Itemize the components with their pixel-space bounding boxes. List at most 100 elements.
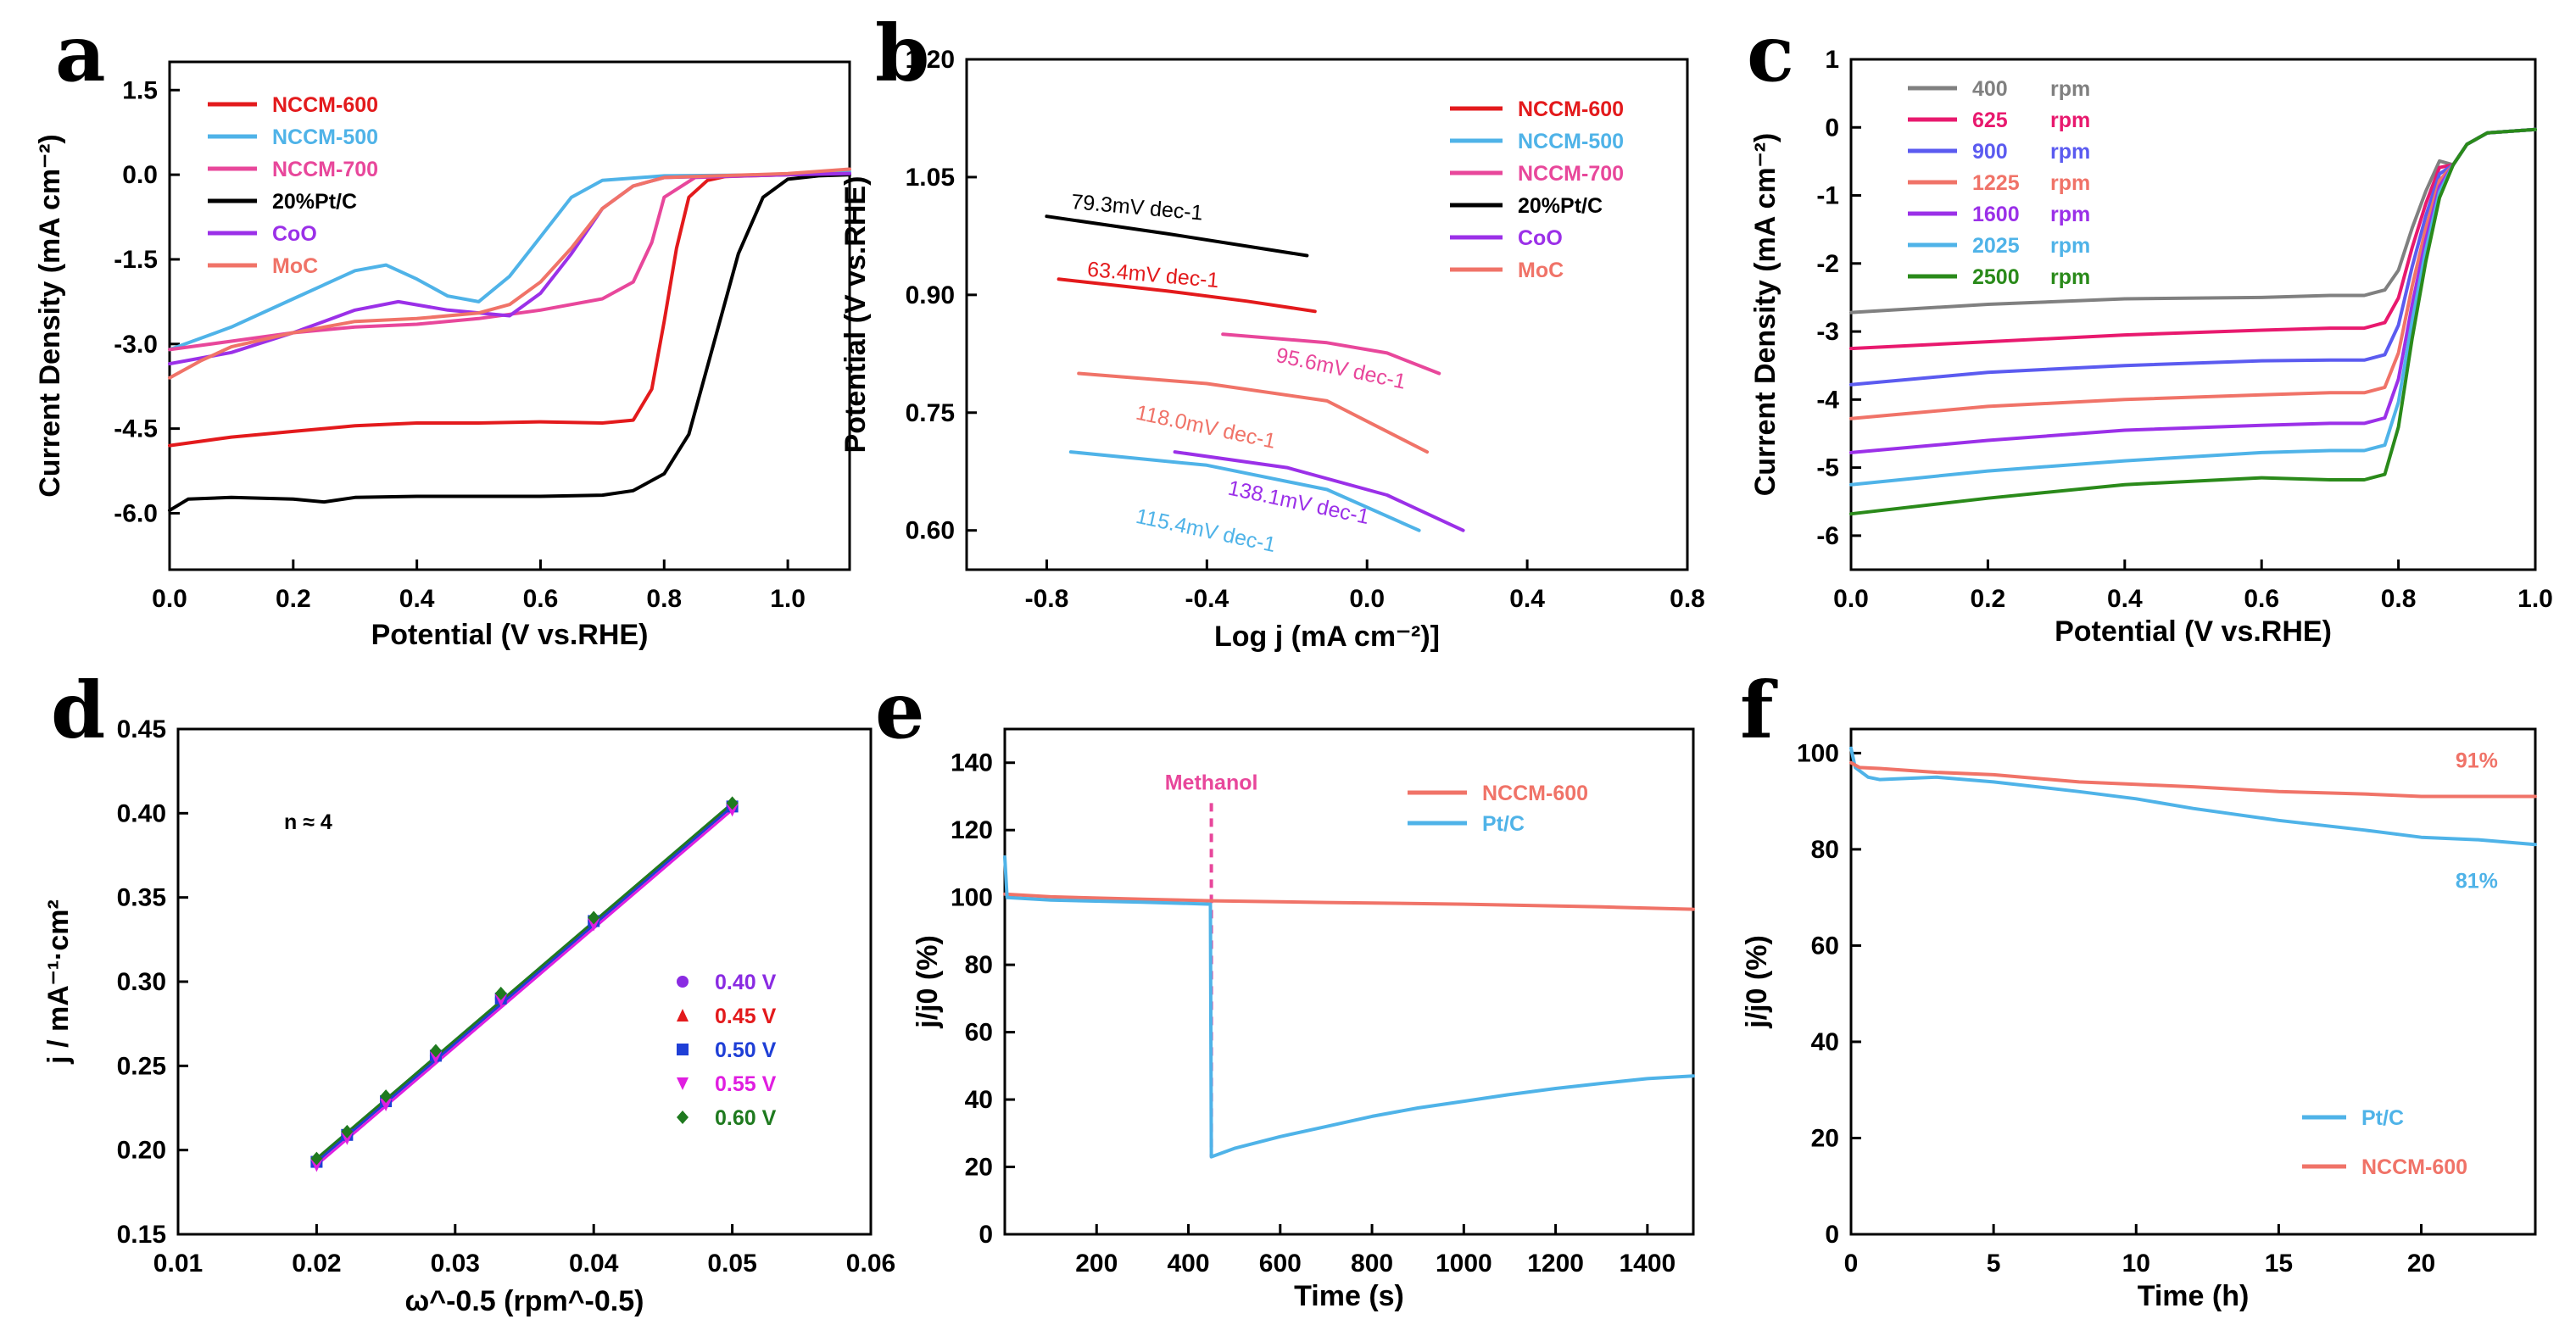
data-point (588, 918, 600, 932)
x-tick-label: 1400 (1619, 1250, 1676, 1278)
series-line (1849, 746, 2537, 847)
legend-label: 0.55 V (715, 1072, 777, 1096)
y-tick-label: 40 (965, 1086, 993, 1114)
y-axis-label: Current Density (mA cm⁻²) (34, 134, 66, 498)
data-point (429, 1044, 442, 1058)
series-line (1077, 371, 1430, 454)
y-axis-label: Potential (V vs.RHE) (839, 176, 872, 454)
panel-letter: f (1740, 665, 1778, 756)
y-tick-label: 100 (951, 884, 993, 912)
legend-label: MoC (1518, 259, 1564, 282)
x-tick-label: 0.8 (2381, 585, 2417, 613)
panel-c: c 0.0 0.2 0.4 0.6 0.8 1.0 1 0 -1 -2 -3 -4 -5 -6 Potenti… (1747, 8, 2553, 648)
x-tick-label: 0.01 (153, 1250, 203, 1278)
x-tick-label: 0.4 (399, 585, 435, 613)
y-tick-label: 0.90 (906, 281, 955, 309)
y-tick-label: 140 (951, 749, 993, 777)
x-tick-label: -0.8 (1025, 585, 1069, 613)
series-line (1849, 760, 2537, 799)
data-point (677, 976, 689, 988)
y-tick-label: 80 (965, 951, 993, 979)
legend-unit: rpm (2050, 109, 2090, 132)
panel-b: b -0.8 -0.4 0.0 0.4 0.8 1.20 1.05 0.90 0.75 0.60 Lo… (839, 8, 1705, 653)
series-line (168, 170, 851, 352)
data-point (726, 796, 739, 810)
panel-e: e 200 400 600 800 1000 1200 1400 0 20 40 60 80 100 120… (875, 665, 1695, 1312)
x-axis-label: Time (h) (2138, 1280, 2250, 1312)
x-tick-label: 400 (1168, 1250, 1210, 1278)
data-point (677, 1077, 689, 1090)
x-tick-label: 0.2 (276, 585, 311, 613)
legend-label: MoC (272, 254, 318, 278)
retention-label: 81% (2456, 869, 2498, 893)
series-line (168, 173, 851, 513)
x-tick-label: 20 (2407, 1250, 2435, 1278)
legend-label: 0.40 V (715, 971, 777, 994)
y-tick-label: 1 (1825, 46, 1839, 74)
y-tick-label: 0.45 (117, 715, 166, 743)
slope-annotation: 118.0mV dec-1 (1134, 401, 1278, 454)
x-tick-label: 0.04 (569, 1250, 619, 1278)
legend-label: 20%Pt/C (272, 190, 357, 214)
y-tick-label: -5 (1816, 454, 1839, 482)
y-tick-label: -3 (1816, 318, 1839, 346)
y-tick-label: -3.0 (114, 331, 158, 359)
data-point (677, 1111, 689, 1124)
y-axis-label: Current Density (mA cm⁻²) (1749, 133, 1781, 497)
legend-label: 1600 (1972, 203, 2020, 226)
legend-label: NCCM-700 (272, 158, 378, 181)
y-tick-label: 0.75 (906, 399, 955, 427)
slope-annotation: 63.4mV dec-1 (1086, 258, 1219, 292)
data-point (310, 1151, 323, 1166)
series-line (1057, 277, 1317, 314)
y-tick-label: 0.40 (117, 799, 166, 827)
legend-label: NCCM-500 (272, 125, 378, 149)
x-tick-label: 0.8 (646, 585, 682, 613)
legend-label: NCCM-500 (1518, 130, 1624, 153)
y-tick-label: -2 (1816, 250, 1839, 278)
panel-d: d 0.01 0.02 0.03 0.04 0.05 0.06 0.45 0.40 0.35 0.3… (42, 665, 895, 1317)
y-tick-label: 0.30 (117, 968, 166, 996)
legend-label: 0.60 V (715, 1106, 777, 1130)
series-line (1068, 450, 1421, 532)
y-tick-label: 20 (965, 1154, 993, 1182)
legend-label: NCCM-600 (1482, 782, 1588, 805)
x-tick-label: 0.0 (1833, 585, 1869, 613)
legend-unit: rpm (2050, 203, 2090, 226)
y-tick-label: 1.20 (906, 46, 955, 74)
x-axis-label: Time (s) (1294, 1280, 1404, 1312)
x-axis-label: Log j (mA cm⁻²)] (1214, 621, 1440, 653)
x-tick-label: 0.2 (1971, 585, 2006, 613)
plot-frame (1849, 727, 2537, 1236)
plot-frame (1003, 727, 1695, 1236)
legend-label: Pt/C (1482, 812, 1525, 836)
x-tick-label: 1200 (1527, 1250, 1584, 1278)
fit-line (315, 802, 733, 1160)
panel-letter: b (875, 8, 929, 99)
series-line (168, 167, 851, 380)
y-tick-label: 60 (965, 1019, 993, 1047)
x-tick-label: 200 (1075, 1250, 1118, 1278)
legend-unit: rpm (2050, 265, 2090, 289)
panel-a: a 0.0 0.2 0.4 0.6 0.8 1.0 1.5 0.0 -1.5 -3.0 -4.5 -6.… (34, 8, 851, 651)
legend-unit: rpm (2050, 140, 2090, 164)
data-point (588, 910, 600, 925)
data-point (494, 986, 507, 1000)
x-tick-label: 10 (2122, 1250, 2150, 1278)
legend-unit: rpm (2050, 171, 2090, 195)
y-tick-label: 60 (1811, 932, 1839, 960)
methanol-label: Methanol (1165, 771, 1258, 795)
slope-annotation: 115.4mV dec-1 (1134, 504, 1278, 557)
slope-annotation: 79.3mV dec-1 (1070, 190, 1203, 225)
legend-unit: rpm (2050, 77, 2090, 101)
x-tick-label: -0.4 (1185, 585, 1229, 613)
y-tick-label: 0.25 (117, 1052, 166, 1080)
series-line (1221, 332, 1441, 376)
data-point (494, 994, 507, 1007)
fit-line (315, 805, 733, 1163)
x-tick-label: 0.02 (292, 1250, 341, 1278)
series-line (1003, 855, 1695, 1159)
x-tick-label: 0.6 (523, 585, 559, 613)
y-tick-label: 0 (1825, 114, 1839, 142)
